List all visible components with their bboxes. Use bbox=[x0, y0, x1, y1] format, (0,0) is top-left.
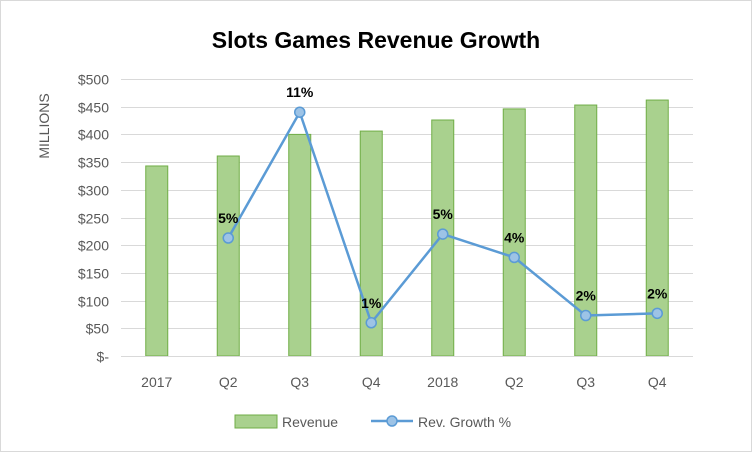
growth-line-series bbox=[222, 106, 663, 329]
growth-data-label: 2% bbox=[647, 285, 668, 301]
y-axis-ticks: $- $50 $100 $150 $200 $250 $300 $350 $400 $450 $50… bbox=[78, 72, 109, 365]
y-tick-label: $150 bbox=[78, 266, 109, 282]
growth-point bbox=[508, 251, 520, 264]
growth-point bbox=[365, 317, 377, 329]
revenue-bar bbox=[216, 155, 240, 357]
revenue-bars bbox=[145, 99, 669, 357]
growth-point bbox=[294, 106, 306, 118]
x-tick-label: Q2 bbox=[219, 374, 238, 390]
y-tick-label: $500 bbox=[78, 72, 109, 88]
y-tick-label: $350 bbox=[78, 155, 109, 171]
revenue-bar bbox=[145, 165, 169, 357]
growth-data-label: 1% bbox=[361, 295, 382, 311]
legend-growth-swatch-marker bbox=[386, 415, 398, 427]
growth-point bbox=[580, 309, 592, 322]
x-tick-label: Q4 bbox=[362, 374, 381, 390]
growth-data-label: 2% bbox=[576, 288, 597, 304]
growth-data-labels: 5% 11% 1% 5% 4% 2% 2% bbox=[218, 84, 668, 311]
y-tick-label: $- bbox=[97, 349, 110, 365]
x-tick-label: Q3 bbox=[290, 374, 309, 390]
y-tick-label: $250 bbox=[78, 211, 109, 227]
x-tick-label: 2017 bbox=[141, 374, 172, 390]
growth-point bbox=[437, 228, 449, 240]
x-tick-label: 2018 bbox=[427, 374, 458, 390]
growth-data-label: 4% bbox=[504, 229, 525, 245]
legend-growth-label: Rev. Growth % bbox=[418, 414, 511, 430]
y-tick-label: $50 bbox=[86, 321, 110, 337]
growth-data-label: 5% bbox=[433, 206, 454, 222]
growth-point bbox=[222, 232, 234, 244]
chart-title: Slots Games Revenue Growth bbox=[212, 27, 540, 53]
growth-data-label: 5% bbox=[218, 210, 239, 226]
y-tick-label: $450 bbox=[78, 100, 109, 116]
x-tick-label: Q2 bbox=[505, 374, 524, 390]
legend: Revenue Rev. Growth % bbox=[234, 414, 511, 430]
y-tick-label: $400 bbox=[78, 127, 109, 143]
x-axis-ticks: 2017 Q2 Q3 Q4 2018 Q2 Q3 Q4 bbox=[141, 374, 667, 390]
legend-revenue-label: Revenue bbox=[282, 414, 338, 430]
y-tick-label: $200 bbox=[78, 238, 109, 254]
y-tick-label: $300 bbox=[78, 183, 109, 199]
y-tick-label: $100 bbox=[78, 294, 109, 310]
revenue-bar bbox=[288, 133, 312, 357]
y-axis-label: MILLIONS bbox=[36, 93, 52, 158]
growth-point bbox=[651, 307, 663, 320]
legend-revenue-swatch bbox=[234, 414, 278, 429]
x-tick-label: Q4 bbox=[648, 374, 667, 390]
gridlines bbox=[121, 79, 693, 329]
growth-data-label: 11% bbox=[286, 84, 314, 100]
x-tick-label: Q3 bbox=[576, 374, 595, 390]
